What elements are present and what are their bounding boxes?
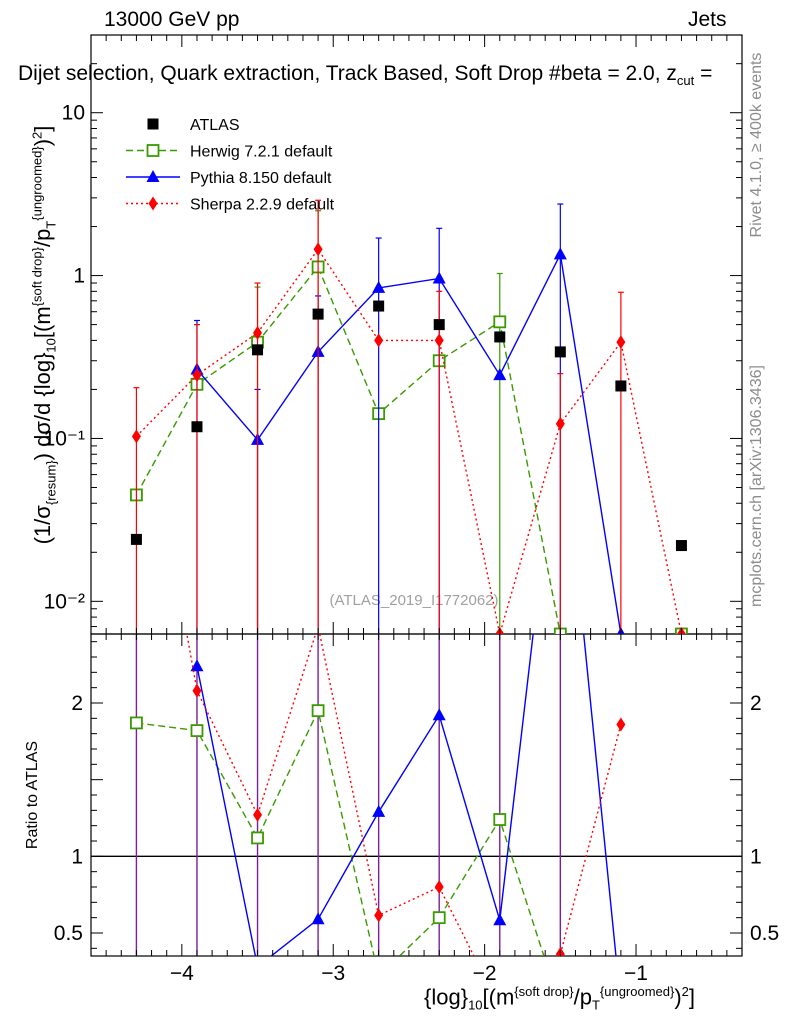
sherpa-main-marker <box>192 368 202 383</box>
sherpa-main-marker <box>313 242 323 257</box>
ratio-y-tick-label-right: 2 <box>750 692 762 715</box>
herwig-ratio-marker <box>251 831 264 845</box>
ratio-y-tick-label-right: 1 <box>750 845 762 868</box>
x-tick-label: −4 <box>170 962 194 985</box>
pythia-ratio-marker <box>251 960 264 972</box>
x-tick-label: −1 <box>624 962 648 985</box>
x-tick-label: −3 <box>321 962 345 985</box>
sherpa-ratio-marker <box>132 343 141 357</box>
herwig-ratio-marker <box>190 724 204 737</box>
main-plot-frame <box>90 34 743 635</box>
pythia-main-marker <box>372 280 386 293</box>
herwig-ratio-marker <box>432 911 446 925</box>
herwig-ratio-marker <box>373 971 384 982</box>
ratio-y-tick-label: 0.5 <box>54 922 83 945</box>
sherpa-ratio-marker <box>434 880 444 894</box>
sherpa-main-marker <box>434 333 444 348</box>
ratio-y-tick-label-right: 0.5 <box>750 922 779 945</box>
sherpa-ratio-marker <box>616 717 626 732</box>
analysis-watermark: (ATLAS_2019_I1772062) <box>329 592 498 609</box>
sherpa-main-marker <box>253 325 263 340</box>
herwig-main-line <box>135 265 562 634</box>
legend-marker <box>147 118 159 130</box>
cut-equals: = <box>694 62 713 85</box>
atlas-data-point <box>373 300 385 312</box>
pythia-ratio-line <box>196 634 617 956</box>
legend-label: Herwig 7.2.1 default <box>190 144 333 161</box>
process-label: Jets <box>688 8 727 31</box>
pythia-ratio-marker <box>372 804 386 817</box>
herwig-main-marker <box>493 315 507 329</box>
main-y-tick-label: 1 <box>73 265 85 288</box>
sherpa-main-marker <box>616 335 626 350</box>
sherpa-main-line <box>135 248 683 634</box>
selection-title-text: Dijet selection, Quark extraction, Track… <box>18 62 677 85</box>
pythia-main-line <box>196 252 622 634</box>
atlas-data-point <box>675 540 687 552</box>
sherpa-main-marker <box>131 429 141 444</box>
pythia-main-marker <box>432 271 446 284</box>
atlas-data-point <box>130 533 142 545</box>
atlas-data-point <box>615 380 627 392</box>
legend-marker <box>146 170 160 182</box>
pythia-ratio-marker <box>311 912 325 925</box>
pythia-main-marker <box>493 368 507 381</box>
herwig-ratio-marker <box>311 704 325 718</box>
cut-subscript: cut <box>676 73 695 89</box>
ratio-y-tick-label: 1 <box>71 845 83 868</box>
legend-marker <box>148 196 158 211</box>
atlas-data-point <box>433 319 445 331</box>
ratio-plot-frame <box>90 633 743 957</box>
sherpa-main-marker <box>555 416 565 431</box>
herwig-ratio-marker <box>493 813 507 826</box>
pythia-main-marker <box>553 247 567 260</box>
atlas-data-point <box>252 344 264 356</box>
atlas-data-point <box>191 421 203 433</box>
herwig-ratio-line <box>136 708 545 956</box>
ratio-y-tick-label: 2 <box>71 692 83 715</box>
x-axis-label: {log}10[(m{soft drop}/pT{ungroomed})2] <box>424 984 696 1013</box>
legend-marker <box>146 144 160 157</box>
herwig-ratio-marker <box>130 716 143 730</box>
selection-title: Dijet selection, Quark extraction, Track… <box>18 62 712 88</box>
main-y-tick-label: 10⁻² <box>44 590 85 613</box>
main-y-tick-label: 10 <box>62 102 85 125</box>
x-tick-label: −2 <box>473 962 497 985</box>
sherpa-ratio-marker <box>192 683 202 698</box>
sherpa-ratio-marker <box>253 807 263 822</box>
sherpa-ratio-marker <box>374 908 384 923</box>
energy-label: 13000 GeV pp <box>104 8 240 31</box>
pythia-ratio-marker <box>190 659 204 672</box>
atlas-data-point <box>554 346 566 358</box>
sherpa-main-marker <box>374 333 384 348</box>
legend-label: ATLAS <box>190 117 240 134</box>
legend-label: Sherpa 2.2.9 default <box>190 197 335 214</box>
atlas-data-point <box>494 331 506 343</box>
atlas-data-point <box>312 308 324 320</box>
sherpa-ratio-line <box>186 634 622 956</box>
ratio-y-axis-label: Ratio to ATLAS <box>24 740 41 850</box>
pythia-ratio-marker <box>493 913 507 926</box>
pythia-ratio-marker <box>432 708 446 721</box>
main-y-axis-label: (1/σ{resum}) dσ/d {log}10[(m{soft drop}/… <box>29 125 59 545</box>
main-y-tick-label: 10⁻¹ <box>44 427 85 450</box>
legend-label: Pythia 8.150 default <box>190 170 332 187</box>
